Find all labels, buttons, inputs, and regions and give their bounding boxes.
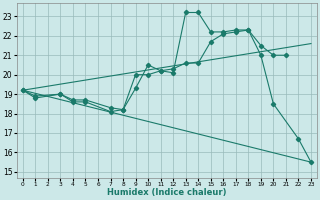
X-axis label: Humidex (Indice chaleur): Humidex (Indice chaleur) bbox=[107, 188, 227, 197]
